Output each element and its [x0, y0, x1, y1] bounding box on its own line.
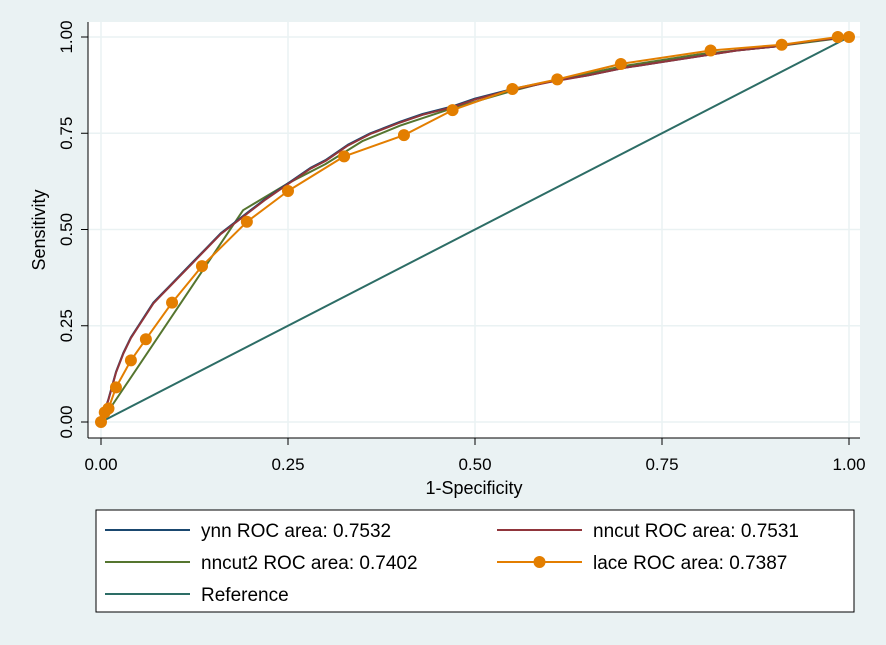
x-axis-title: 1-Specificity — [425, 478, 522, 498]
data-point-lace — [831, 31, 844, 43]
y-axis-title: Sensitivity — [29, 189, 49, 270]
data-point-lace — [551, 73, 564, 86]
data-point-lace — [843, 31, 855, 43]
legend-entry-lace: lace ROC area: 0.7387 — [497, 553, 787, 574]
y-tick-label: 1.00 — [57, 20, 76, 53]
series-group — [95, 31, 855, 428]
x-ticks: 0.00 0.25 0.50 0.75 1.00 — [84, 438, 866, 474]
legend-box — [95, 509, 855, 613]
data-point-lace — [338, 150, 351, 163]
data-point-lace — [195, 260, 208, 273]
legend: ynn ROC area: 0.7532 nncut ROC area: 0.7… — [95, 509, 855, 613]
x-tick-label: 0.50 — [458, 455, 491, 474]
y-tick-label: 0.25 — [57, 309, 76, 342]
data-point-lace — [124, 354, 137, 367]
data-point-lace — [240, 215, 253, 228]
data-point-lace — [139, 333, 152, 346]
legend-label-ynn: ynn ROC area: 0.7532 — [201, 521, 391, 542]
data-point-lace — [95, 416, 107, 428]
legend-label-reference: Reference — [201, 585, 289, 606]
data-point-lace — [282, 185, 294, 197]
legend-entry-nncut: nncut ROC area: 0.7531 — [497, 521, 799, 542]
x-tick-label: 0.25 — [271, 455, 304, 474]
y-ticks: 0.00 0.25 0.50 0.75 1.00 — [57, 20, 88, 439]
data-point-lace — [397, 129, 410, 142]
legend-entry-reference: Reference — [105, 585, 289, 606]
x-tick-label: 0.00 — [84, 455, 117, 474]
data-point-lace — [614, 57, 627, 70]
legend-entry-nncut2: nncut2 ROC area: 0.7402 — [105, 553, 418, 574]
data-point-lace — [775, 38, 788, 51]
y-tick-label: 0.75 — [57, 117, 76, 150]
legend-label-nncut: nncut ROC area: 0.7531 — [593, 521, 799, 542]
data-point-lace — [704, 44, 717, 57]
data-point-lace — [109, 381, 122, 394]
x-tick-label: 1.00 — [832, 455, 865, 474]
legend-label-nncut2: nncut2 ROC area: 0.7402 — [201, 553, 418, 574]
legend-marker-lace — [533, 556, 546, 568]
data-point-lace — [102, 402, 115, 415]
data-point-lace — [166, 296, 179, 309]
x-tick-label: 0.75 — [645, 455, 678, 474]
legend-label-lace: lace ROC area: 0.7387 — [593, 553, 787, 574]
data-point-lace — [506, 82, 519, 95]
data-point-lace — [446, 104, 459, 117]
y-tick-label: 0.00 — [57, 405, 76, 438]
legend-entry-ynn: ynn ROC area: 0.7532 — [105, 521, 391, 542]
y-tick-label: 0.50 — [57, 213, 76, 246]
series-line-reference — [100, 36, 850, 423]
